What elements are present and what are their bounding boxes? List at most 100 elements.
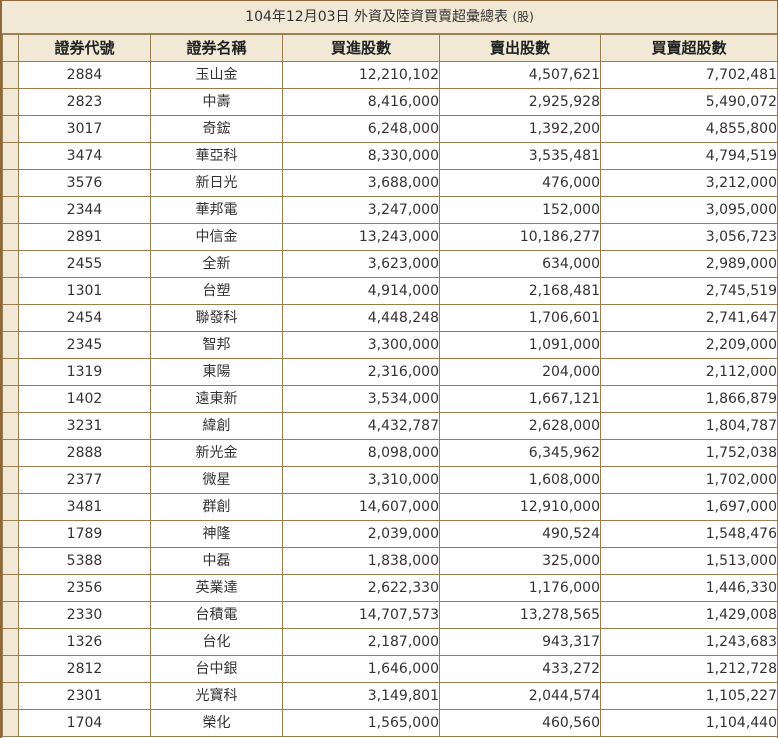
cell-name: 榮化 <box>150 709 283 737</box>
cell-code: 3481 <box>18 493 151 521</box>
table-row: 1704 榮化 1,565,000 460,560 1,104,440 <box>2 709 778 737</box>
cell-code: 1301 <box>18 277 151 305</box>
cell-buy: 4,448,248 <box>282 304 440 332</box>
table-row: 2823 中壽 8,416,000 2,925,928 5,490,072 <box>2 88 778 116</box>
table-row: 3231 緯創 4,432,787 2,628,000 1,804,787 <box>2 412 778 440</box>
cell-sell: 1,667,121 <box>439 385 601 413</box>
cell-code: 1704 <box>18 709 151 737</box>
table-row: 3017 奇鋐 6,248,000 1,392,200 4,855,800 <box>2 115 778 143</box>
cell-net: 5,490,072 <box>600 88 778 116</box>
cell-net: 1,866,879 <box>600 385 778 413</box>
row-gutter <box>2 574 19 602</box>
column-header-name: 證券名稱 <box>150 34 283 62</box>
cell-sell: 204,000 <box>439 358 601 386</box>
cell-sell: 13,278,565 <box>439 601 601 629</box>
table-row: 1326 台化 2,187,000 943,317 1,243,683 <box>2 628 778 656</box>
cell-sell: 325,000 <box>439 547 601 575</box>
cell-name: 新日光 <box>150 169 283 197</box>
cell-name: 神隆 <box>150 520 283 548</box>
row-gutter <box>2 655 19 683</box>
table-row: 2454 聯發科 4,448,248 1,706,601 2,741,647 <box>2 304 778 332</box>
cell-net: 4,855,800 <box>600 115 778 143</box>
cell-name: 台塑 <box>150 277 283 305</box>
cell-name: 中信金 <box>150 223 283 251</box>
cell-sell: 943,317 <box>439 628 601 656</box>
cell-name: 群創 <box>150 493 283 521</box>
table-row: 5388 中磊 1,838,000 325,000 1,513,000 <box>2 547 778 575</box>
cell-sell: 1,608,000 <box>439 466 601 494</box>
table-row: 1319 東陽 2,316,000 204,000 2,112,000 <box>2 358 778 386</box>
cell-buy: 4,432,787 <box>282 412 440 440</box>
cell-net: 2,209,000 <box>600 331 778 359</box>
cell-code: 2812 <box>18 655 151 683</box>
table-row: 2884 玉山金 12,210,102 4,507,621 7,702,481 <box>2 61 778 89</box>
cell-buy: 3,247,000 <box>282 196 440 224</box>
table-title-text: 104年12月03日 外資及陸資買賣超彙總表 <box>245 9 508 25</box>
header-row: 證券代號 證券名稱 買進股數 賣出股數 買賣超股數 <box>2 34 778 62</box>
cell-name: 智邦 <box>150 331 283 359</box>
cell-code: 1402 <box>18 385 151 413</box>
cell-sell: 634,000 <box>439 250 601 278</box>
row-gutter <box>2 601 19 629</box>
cell-name: 台中銀 <box>150 655 283 683</box>
cell-buy: 6,248,000 <box>282 115 440 143</box>
cell-buy: 3,310,000 <box>282 466 440 494</box>
cell-name: 台積電 <box>150 601 283 629</box>
cell-sell: 152,000 <box>439 196 601 224</box>
cell-code: 2301 <box>18 682 151 710</box>
cell-buy: 4,914,000 <box>282 277 440 305</box>
row-gutter <box>2 358 19 386</box>
column-header-sell: 賣出股數 <box>439 34 601 62</box>
cell-code: 2344 <box>18 196 151 224</box>
net-buy-table: 證券代號 證券名稱 買進股數 賣出股數 買賣超股數 2884 玉山金 12,210,… <box>2 34 778 737</box>
cell-sell: 1,091,000 <box>439 331 601 359</box>
row-gutter-header <box>2 34 19 62</box>
cell-net: 1,702,000 <box>600 466 778 494</box>
cell-name: 中磊 <box>150 547 283 575</box>
cell-code: 3017 <box>18 115 151 143</box>
cell-name: 東陽 <box>150 358 283 386</box>
cell-sell: 2,925,928 <box>439 88 601 116</box>
cell-net: 1,513,000 <box>600 547 778 575</box>
row-gutter <box>2 169 19 197</box>
table-body: 2884 玉山金 12,210,102 4,507,621 7,702,481 2823 中… <box>2 61 778 737</box>
table-row: 2377 微星 3,310,000 1,608,000 1,702,000 <box>2 466 778 494</box>
cell-net: 7,702,481 <box>600 61 778 89</box>
cell-net: 1,446,330 <box>600 574 778 602</box>
cell-buy: 8,330,000 <box>282 142 440 170</box>
table-row: 3481 群創 14,607,000 12,910,000 1,697,000 <box>2 493 778 521</box>
cell-name: 奇鋐 <box>150 115 283 143</box>
cell-net: 1,752,038 <box>600 439 778 467</box>
cell-sell: 3,535,481 <box>439 142 601 170</box>
cell-code: 2891 <box>18 223 151 251</box>
table-row: 2812 台中銀 1,646,000 433,272 1,212,728 <box>2 655 778 683</box>
cell-code: 1789 <box>18 520 151 548</box>
cell-net: 3,095,000 <box>600 196 778 224</box>
cell-buy: 2,039,000 <box>282 520 440 548</box>
cell-code: 2884 <box>18 61 151 89</box>
cell-name: 緯創 <box>150 412 283 440</box>
cell-buy: 3,149,801 <box>282 682 440 710</box>
cell-name: 光寶科 <box>150 682 283 710</box>
row-gutter <box>2 466 19 494</box>
table-row: 2888 新光金 8,098,000 6,345,962 1,752,038 <box>2 439 778 467</box>
cell-name: 全新 <box>150 250 283 278</box>
cell-sell: 10,186,277 <box>439 223 601 251</box>
table-row: 2455 全新 3,623,000 634,000 2,989,000 <box>2 250 778 278</box>
row-gutter <box>2 628 19 656</box>
cell-net: 1,804,787 <box>600 412 778 440</box>
cell-sell: 2,168,481 <box>439 277 601 305</box>
table-row: 3474 華亞科 8,330,000 3,535,481 4,794,519 <box>2 142 778 170</box>
cell-buy: 3,300,000 <box>282 331 440 359</box>
cell-name: 聯發科 <box>150 304 283 332</box>
cell-name: 台化 <box>150 628 283 656</box>
table-row: 2344 華邦電 3,247,000 152,000 3,095,000 <box>2 196 778 224</box>
cell-code: 2377 <box>18 466 151 494</box>
row-gutter <box>2 331 19 359</box>
cell-sell: 1,392,200 <box>439 115 601 143</box>
cell-buy: 14,707,573 <box>282 601 440 629</box>
cell-name: 新光金 <box>150 439 283 467</box>
cell-name: 玉山金 <box>150 61 283 89</box>
cell-sell: 1,706,601 <box>439 304 601 332</box>
